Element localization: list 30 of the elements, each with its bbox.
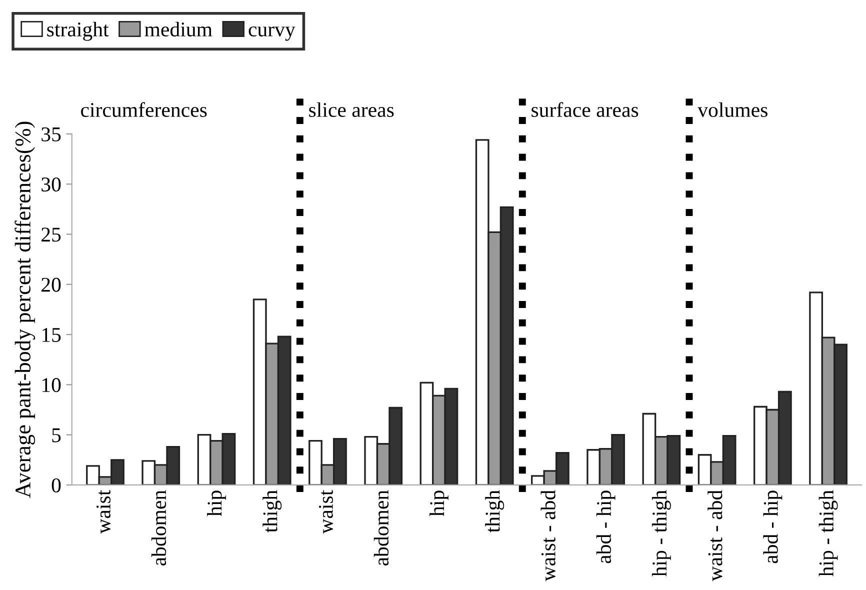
x-tick-label: thigh <box>262 490 282 532</box>
x-tick-label: hip - thigh <box>818 490 838 576</box>
x-tick-label: abd - hip <box>596 490 616 564</box>
x-tick-label: abdomen <box>151 490 166 566</box>
x-tick-label: abd - hip <box>763 490 782 564</box>
y-tick-label: 0 <box>52 478 61 492</box>
x-tick-label: waist <box>96 490 110 534</box>
x-tick-label: thigh <box>485 490 504 532</box>
y-tick-label: 10 <box>42 378 61 392</box>
y-tick-label: 25 <box>42 228 61 242</box>
text: circumferences <box>81 102 207 117</box>
x-tick-label: hip - thigh <box>652 490 671 576</box>
x-tick-label: waist <box>318 490 333 534</box>
y-tick-label: 30 <box>42 177 61 192</box>
x-tick-label: waist - abd <box>540 490 556 582</box>
text: surface areas <box>532 102 638 117</box>
y-tick-label: 35 <box>42 127 61 142</box>
y-tick-label: 20 <box>42 278 61 292</box>
text: volumes <box>698 102 768 117</box>
x-tick-label: hip <box>207 490 226 516</box>
y-tick-label: 15 <box>42 328 61 342</box>
x-tick-label: abdomen <box>374 490 389 566</box>
y-axis-title: Average pant-body percent differences(%) <box>14 122 36 498</box>
text: slice areas <box>309 102 394 117</box>
legend-label: straight <box>47 22 109 41</box>
legend-label: medium <box>144 22 212 36</box>
y-tick-label: 5 <box>52 428 61 442</box>
x-tick-label: hip <box>430 490 448 516</box>
legend-label: curvy <box>248 26 296 41</box>
x-tick-label: waist - abd <box>708 490 722 582</box>
